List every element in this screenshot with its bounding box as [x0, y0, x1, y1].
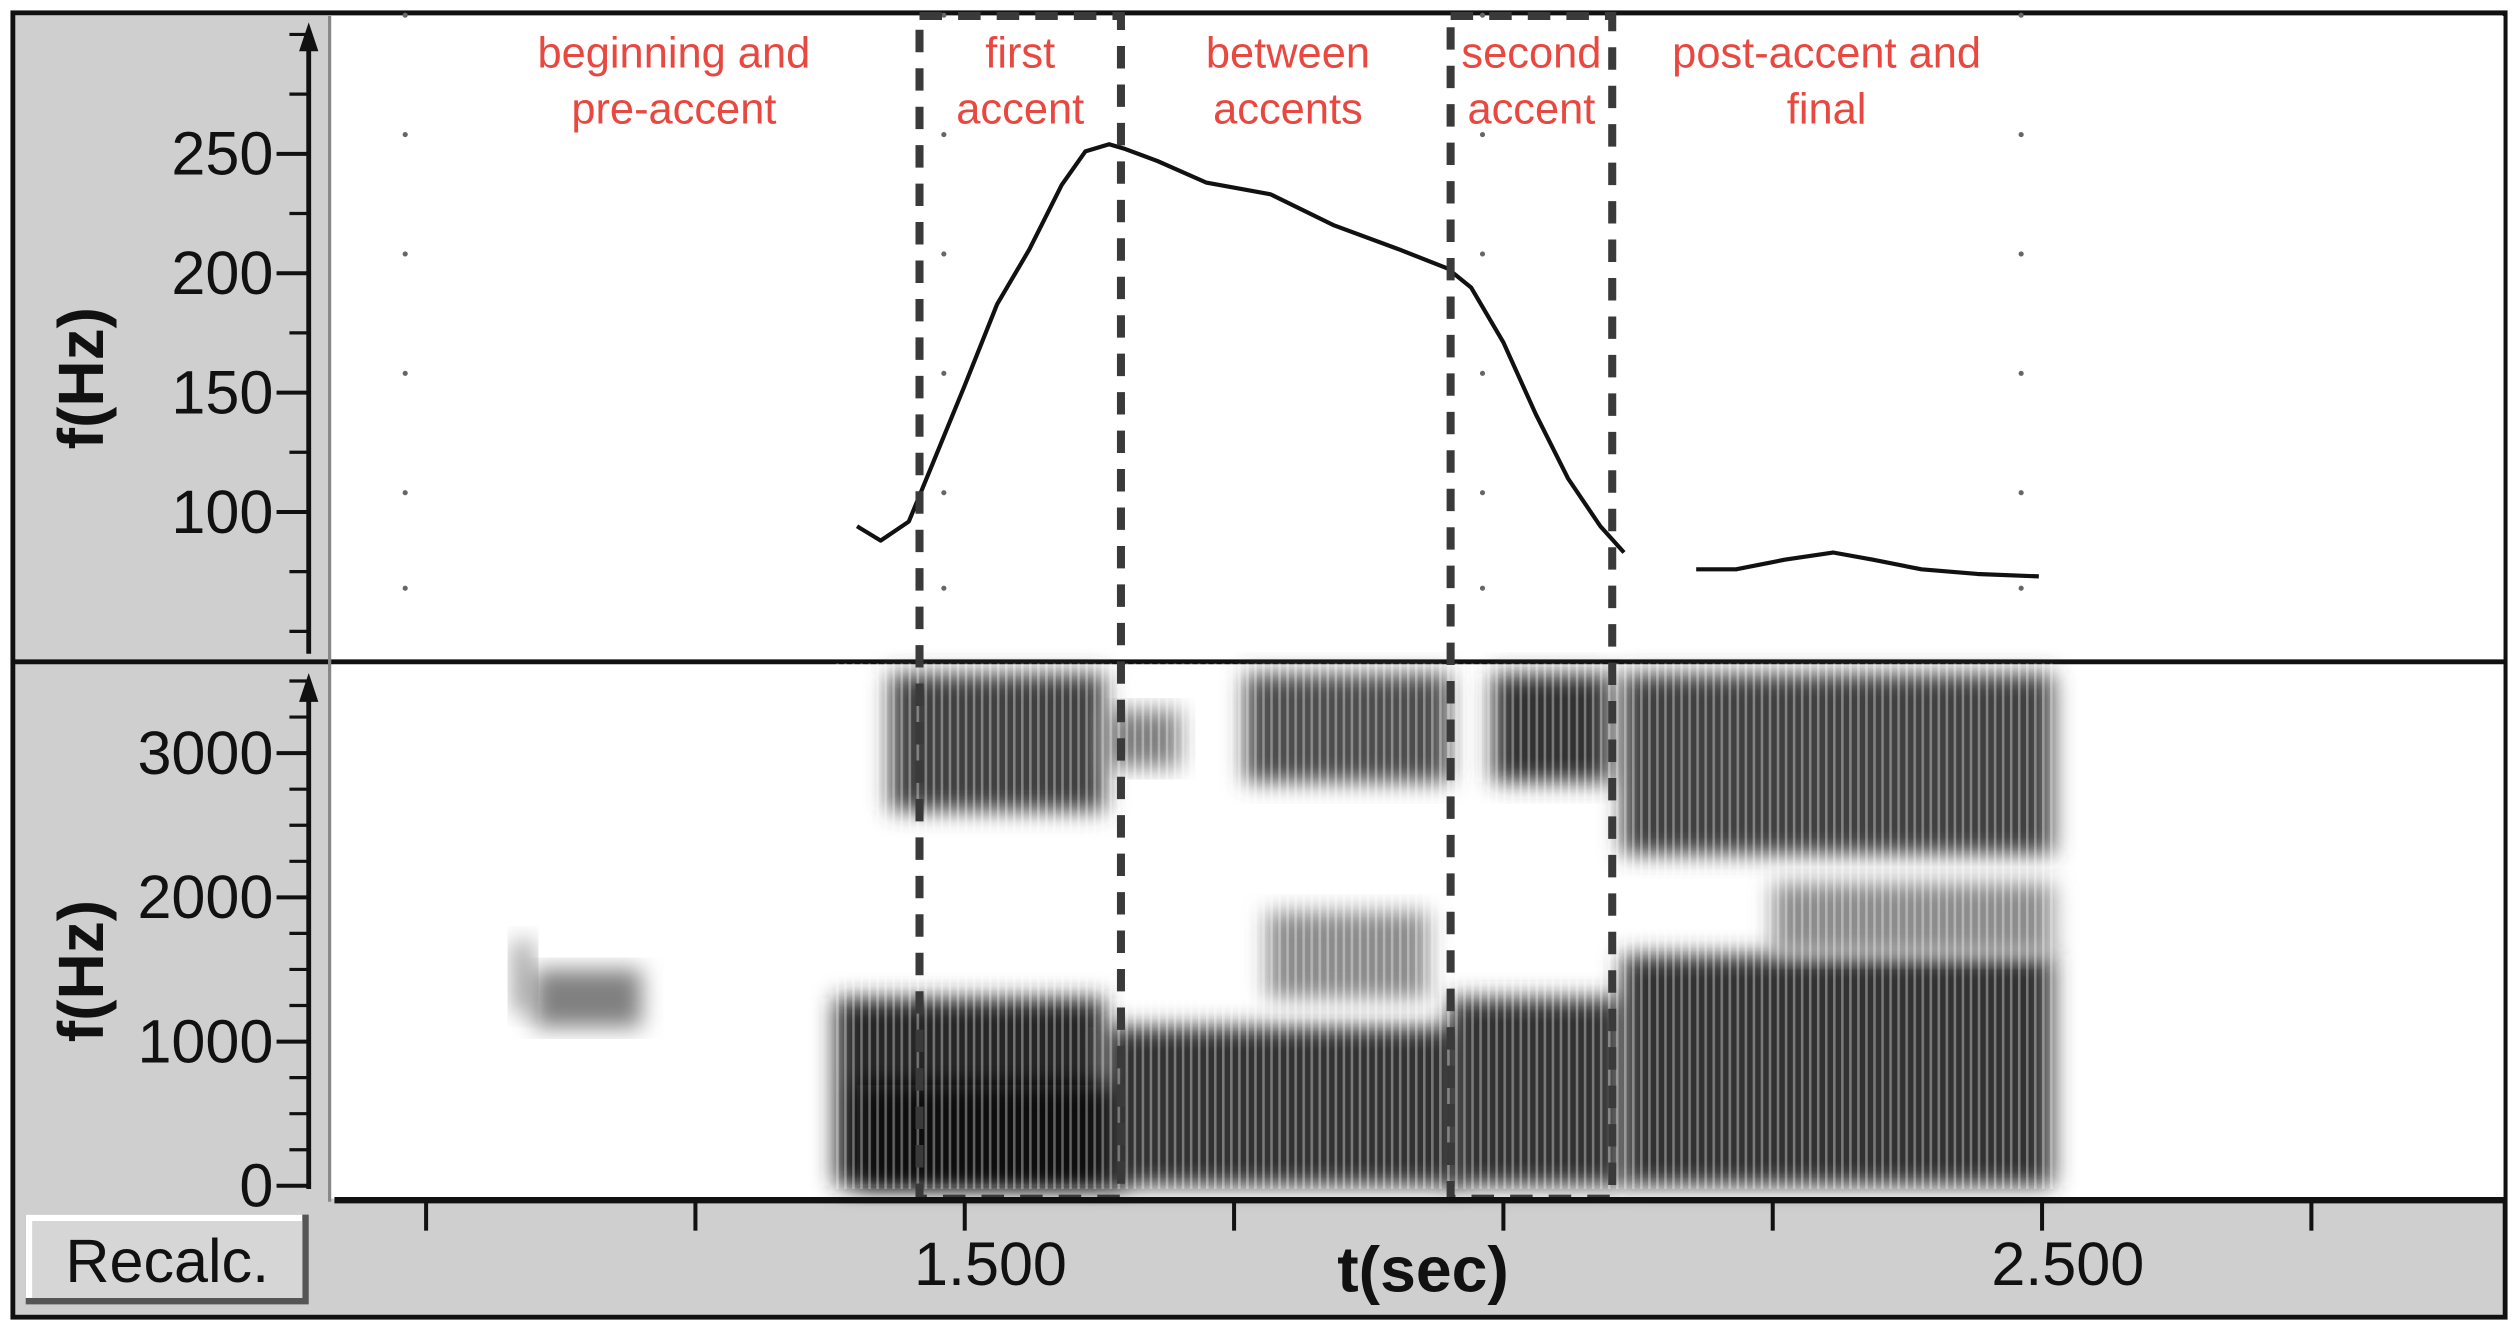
segment-labels: beginning and pre-accent first accent betwee… — [538, 29, 1982, 133]
pitch-series-line — [855, 142, 1626, 554]
grid-dot — [402, 251, 408, 257]
spec-y-tick-label: 2000 — [137, 863, 273, 931]
pitch-y-tick-label: 150 — [171, 359, 273, 427]
grid-dot — [941, 370, 947, 376]
time-axis-tick-label: 1.500 — [914, 1230, 1067, 1298]
segment-label-line1: first — [985, 29, 1055, 77]
grid-dot — [1479, 132, 1486, 138]
segment-label-line2: final — [1787, 85, 1867, 133]
grid-dot — [402, 490, 408, 496]
pitch-y-tick-label: 250 — [171, 120, 273, 188]
spectrogram — [512, 663, 2053, 1189]
grid-dot — [1479, 585, 1486, 591]
recalc-button[interactable]: Recalc. — [25, 1214, 309, 1305]
grid-dot — [941, 585, 947, 591]
pitch-contour — [855, 142, 2039, 579]
grid-dot — [402, 12, 408, 18]
segment-label-line2: accent — [956, 85, 1084, 133]
recalc-button-label: Recalc. — [65, 1227, 269, 1295]
spec-y-axis-title: f(Hz) — [45, 900, 117, 1042]
grid-dot — [2018, 12, 2024, 18]
grid-dot — [402, 370, 408, 376]
pitch-y-tick-label: 100 — [171, 478, 273, 546]
grid-dot — [941, 251, 947, 257]
spec-y-tick-label: 3000 — [137, 719, 273, 787]
grid-dot — [402, 585, 408, 591]
grid-dot — [2018, 132, 2024, 138]
grid-dot — [2018, 370, 2024, 376]
grid-dot — [941, 12, 947, 18]
pitch-plot-area — [329, 16, 2504, 661]
grid-dot — [2018, 251, 2024, 257]
grid-dot — [941, 490, 947, 496]
spec-y-axis-arrow — [299, 673, 319, 702]
spectrogram-energy-region — [512, 940, 534, 1013]
grid-dot — [1479, 12, 1486, 18]
pitch-grid-dots — [402, 12, 2024, 591]
time-axis-tick-label: 2.500 — [1991, 1230, 2144, 1298]
segment-label-line1: beginning and — [538, 29, 811, 77]
grid-dot — [2018, 490, 2024, 496]
segment-label-line1: second — [1461, 29, 1601, 77]
pitch-y-axis-title: f(Hz) — [45, 307, 117, 449]
pitch-series-line — [1696, 550, 2039, 579]
pitch-y-tick-label: 200 — [171, 239, 273, 307]
grid-dot — [1479, 251, 1486, 257]
grid-dot — [2018, 585, 2024, 591]
segment-label-line1: between — [1206, 29, 1370, 77]
time-axis-title: t(sec) — [1337, 1234, 1509, 1306]
segment-label-line1: post-accent and — [1672, 29, 1981, 77]
spectrogram-striations — [835, 663, 2053, 1189]
segment-label-line2: accents — [1213, 85, 1363, 133]
spectrogram-energy-region — [533, 969, 642, 1028]
grid-dot — [402, 132, 408, 138]
grid-dot — [1479, 370, 1486, 376]
pitch-y-axis-arrow — [299, 22, 319, 52]
spec-y-tick-label: 0 — [239, 1152, 273, 1220]
segment-label-line2: pre-accent — [571, 85, 776, 133]
segment-label-line2: accent — [1467, 85, 1595, 133]
grid-dot — [1479, 490, 1486, 496]
grid-dot — [941, 132, 947, 138]
spec-y-tick-label: 1000 — [137, 1007, 273, 1075]
